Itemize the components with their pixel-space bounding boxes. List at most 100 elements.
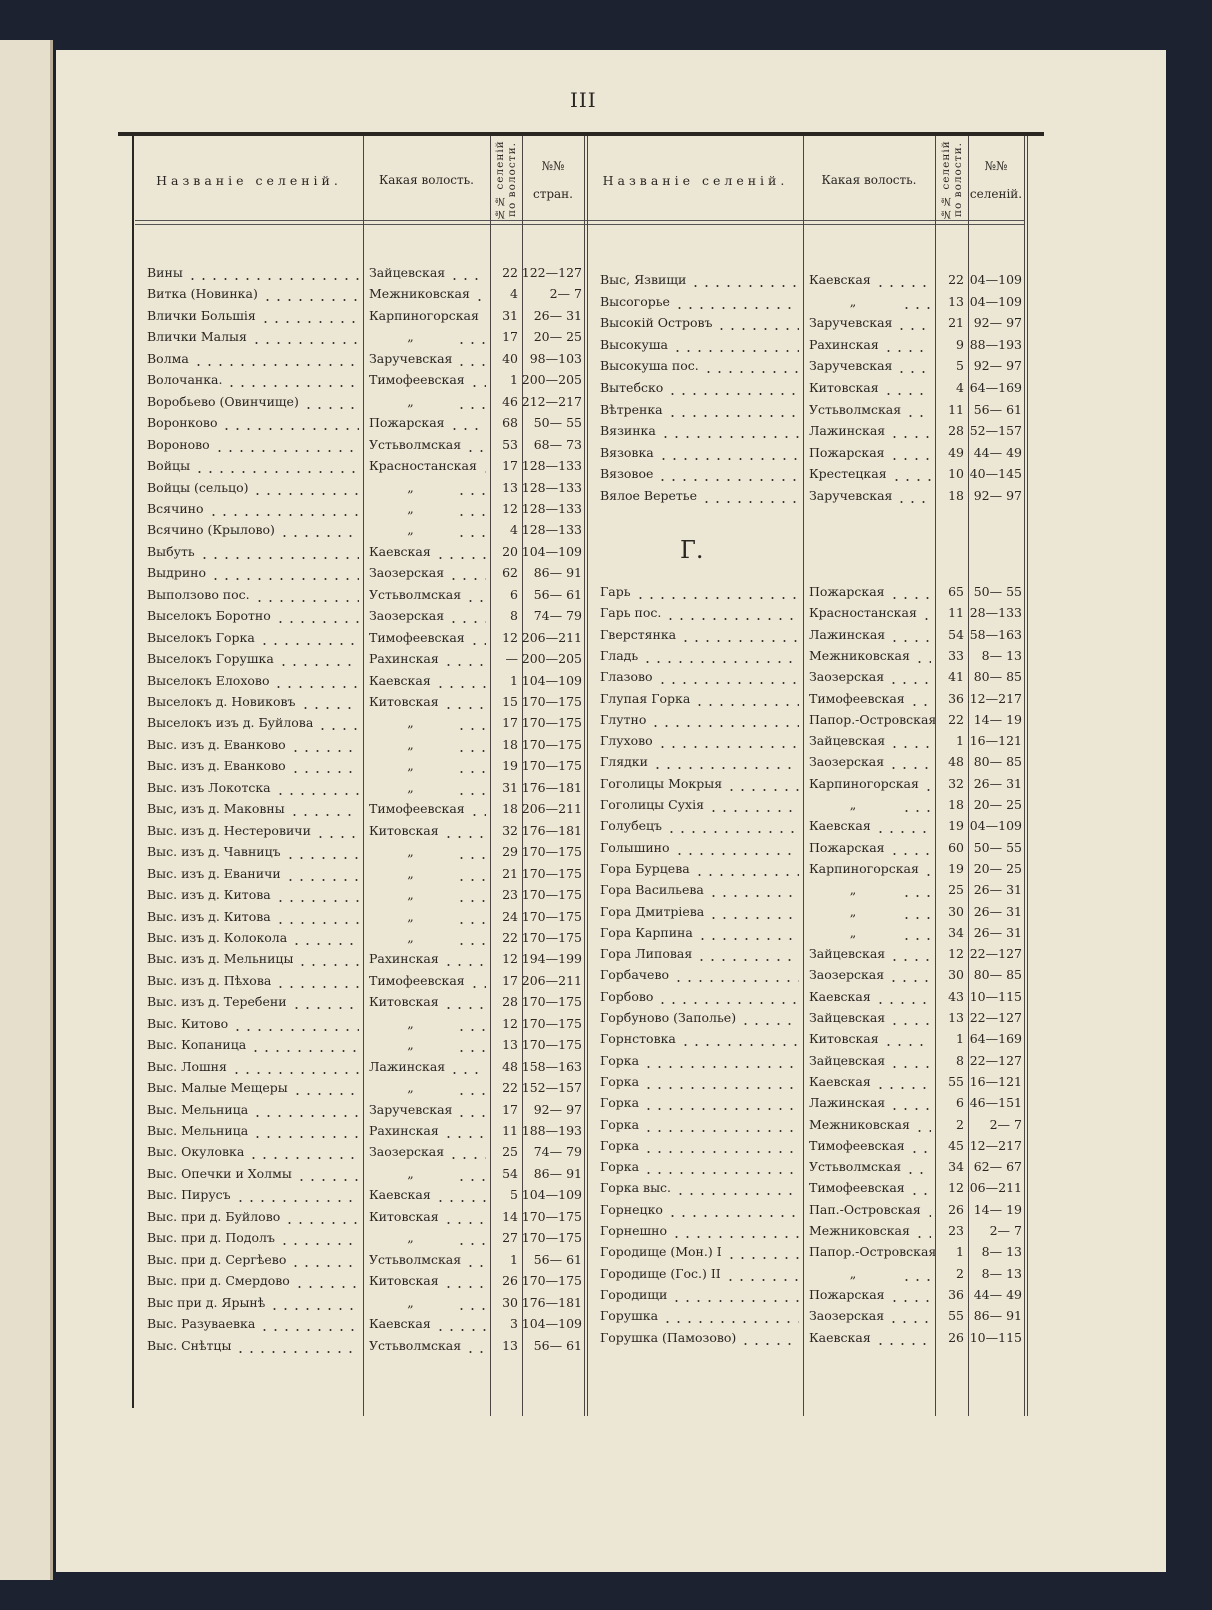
settlement-number: 28 [948,423,964,439]
page-range: 170—175 [522,865,582,881]
table-row: Выс. Разуваевка Каевская 3 104—109 [135,1314,584,1335]
settlement-number: 21 [502,865,518,881]
volost-name: „ [407,393,414,409]
dot-leader [643,1050,799,1071]
table-row: Высокій Островъ Заручевская 21 92— 97 [588,313,1024,334]
dot-leader [901,1263,931,1284]
settlement-number: 27 [502,1230,518,1246]
dot-leader [317,713,359,734]
volost-name: Китовская [809,1031,879,1047]
page-range: 56— 61 [533,1337,582,1353]
dot-leader [468,627,486,648]
volost-name: Устьволмская [369,436,462,452]
settlement-name: Гора Карпина [600,924,693,940]
table-row: Выс. Мельница Заручевская 17 92— 97 [135,1099,584,1120]
table-row: Выс. изъ д. Колокола „ 22 170—175 [135,927,584,948]
settlement-number: 54 [948,626,964,642]
dot-leader [657,986,799,1007]
dot-leader [291,927,359,948]
settlement-number: 13 [948,293,964,309]
dot-leader [258,627,359,648]
table-right-border-2 [1027,136,1028,1416]
settlement-number: 34 [948,924,964,940]
table-row: Выс. Лошня Лажинская 48 158—163 [135,1056,584,1077]
dot-leader [434,1314,486,1335]
settlement-name: Вины [147,265,183,280]
volost-name: Заручевская [809,488,893,503]
dot-leader [901,291,931,312]
dot-leader [675,1178,799,1199]
settlement-name: Выс. при д. Подолъ [147,1230,275,1246]
dot-leader [456,1035,486,1056]
dot-leader [252,1099,359,1120]
table-row: Выс. при д. Подолъ „ 27 170—175 [135,1228,584,1249]
settlement-number: 53 [502,436,518,452]
volost-name: Каевская [369,543,431,559]
settlement-number: 23 [948,1223,964,1238]
settlement-number: 21 [948,315,964,331]
dot-leader [289,756,359,777]
settlement-name: Выс. изъ д. Теребени [147,994,287,1010]
settlement-number: 17 [502,1101,518,1117]
dot-leader [889,944,931,965]
dot-leader [448,606,486,627]
settlement-name: Горнстовка [600,1031,676,1047]
dot-leader [874,816,931,837]
settlement-name: Гоголицы Мокрыя [600,775,723,791]
table-row: Глупая Горка Тимофеевская 36212—217 [588,688,1024,709]
settlement-name: Горка [600,1052,640,1068]
dot-leader [673,291,799,312]
dot-leader [434,541,486,562]
settlement-number: 18 [948,797,964,812]
table-row: Выдрино Заозерская 62 86— 91 [135,563,584,584]
settlement-number: 14 [502,1208,518,1224]
volost-name: Каевская [809,272,871,287]
settlement-name: Высокуша пос. [600,358,699,374]
settlement-name: Выс, изъ д. Маковны [147,801,285,817]
settlement-name: Горбачево [600,967,670,983]
dot-leader [456,713,486,734]
dot-leader [901,922,931,943]
volost-name: „ [407,1080,414,1096]
settlement-number: 2 [956,1265,964,1281]
settlement-number: 4 [510,522,518,538]
dot-leader [702,356,799,377]
settlement-number: 3 [510,1316,518,1332]
dot-leader [232,1013,359,1034]
settlement-name: Горка [600,1095,640,1111]
settlement-name: Выс. изъ д. Еваничи [147,865,281,881]
settlement-name: Выс. Опечки и Холмы [147,1165,292,1181]
dot-leader [456,927,486,948]
settlement-name: Выс. Мельница [147,1101,249,1117]
dot-leader [922,773,931,794]
header-name-right: Названіе селеній. [602,172,789,188]
settlement-number: 18 [502,736,518,752]
table-row: Выползово пос. Устьволмская 6 56— 61 [135,584,584,605]
page-range: 74— 79 [533,608,582,624]
settlement-name: Вязовое [600,466,654,482]
page-range: 140—145 [968,466,1022,482]
volost-name: Каевская [369,1187,431,1203]
dot-leader [634,582,799,602]
table-row: Горушка Заозерская 55 86— 91 [588,1306,1024,1327]
page-range: 128—133 [968,605,1022,621]
page-range: 152—157 [968,423,1022,439]
settlement-number: 32 [948,775,964,791]
page-range: 86— 91 [973,1308,1022,1324]
page-range: 92— 97 [533,1101,582,1117]
table-row: Выс. Снѣтцы Устьволмская 13 56— 61 [135,1335,584,1356]
table-row: Горка Лажинская 6146—151 [588,1093,1024,1114]
dot-leader [679,1029,799,1050]
settlement-name: Выселокъ д. Новиковъ [147,694,296,709]
dot-leader [905,1157,931,1178]
page-range: 206—211 [522,801,582,817]
dot-leader [673,965,799,986]
settlement-name: Выдрино [147,565,207,581]
dot-leader [673,837,799,858]
table-row: Выс. Пирусъ Каевская 5 104—109 [135,1185,584,1206]
volost-name: Красностанская [809,605,917,621]
dot-leader [901,901,931,922]
settlement-name: Выс. Мельница [147,1123,249,1138]
dot-leader [896,313,931,334]
settlement-name: Выс. изъ д. Еванково [147,736,286,752]
